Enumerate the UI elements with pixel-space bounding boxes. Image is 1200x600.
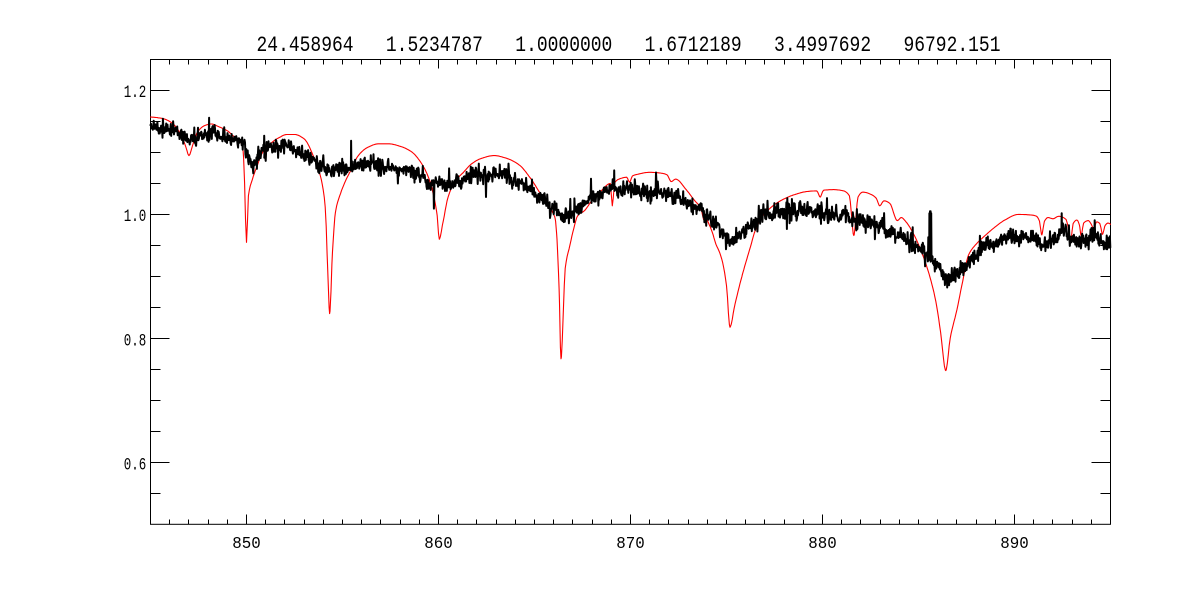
svg-text:0.6: 0.6 bbox=[124, 456, 147, 476]
svg-text:850: 850 bbox=[232, 534, 261, 553]
svg-text:880: 880 bbox=[808, 534, 837, 553]
svg-text:24.458964 1.5234787 1.0000: 24.458964 1.5234787 1.0000000 1.6712189 … bbox=[257, 33, 1001, 58]
svg-text:0.8: 0.8 bbox=[124, 331, 147, 351]
svg-text:1.2: 1.2 bbox=[124, 83, 147, 103]
svg-text:890: 890 bbox=[1000, 534, 1029, 553]
svg-text:1.0: 1.0 bbox=[124, 207, 147, 227]
svg-text:860: 860 bbox=[424, 534, 453, 553]
svg-text:870: 870 bbox=[616, 534, 645, 553]
